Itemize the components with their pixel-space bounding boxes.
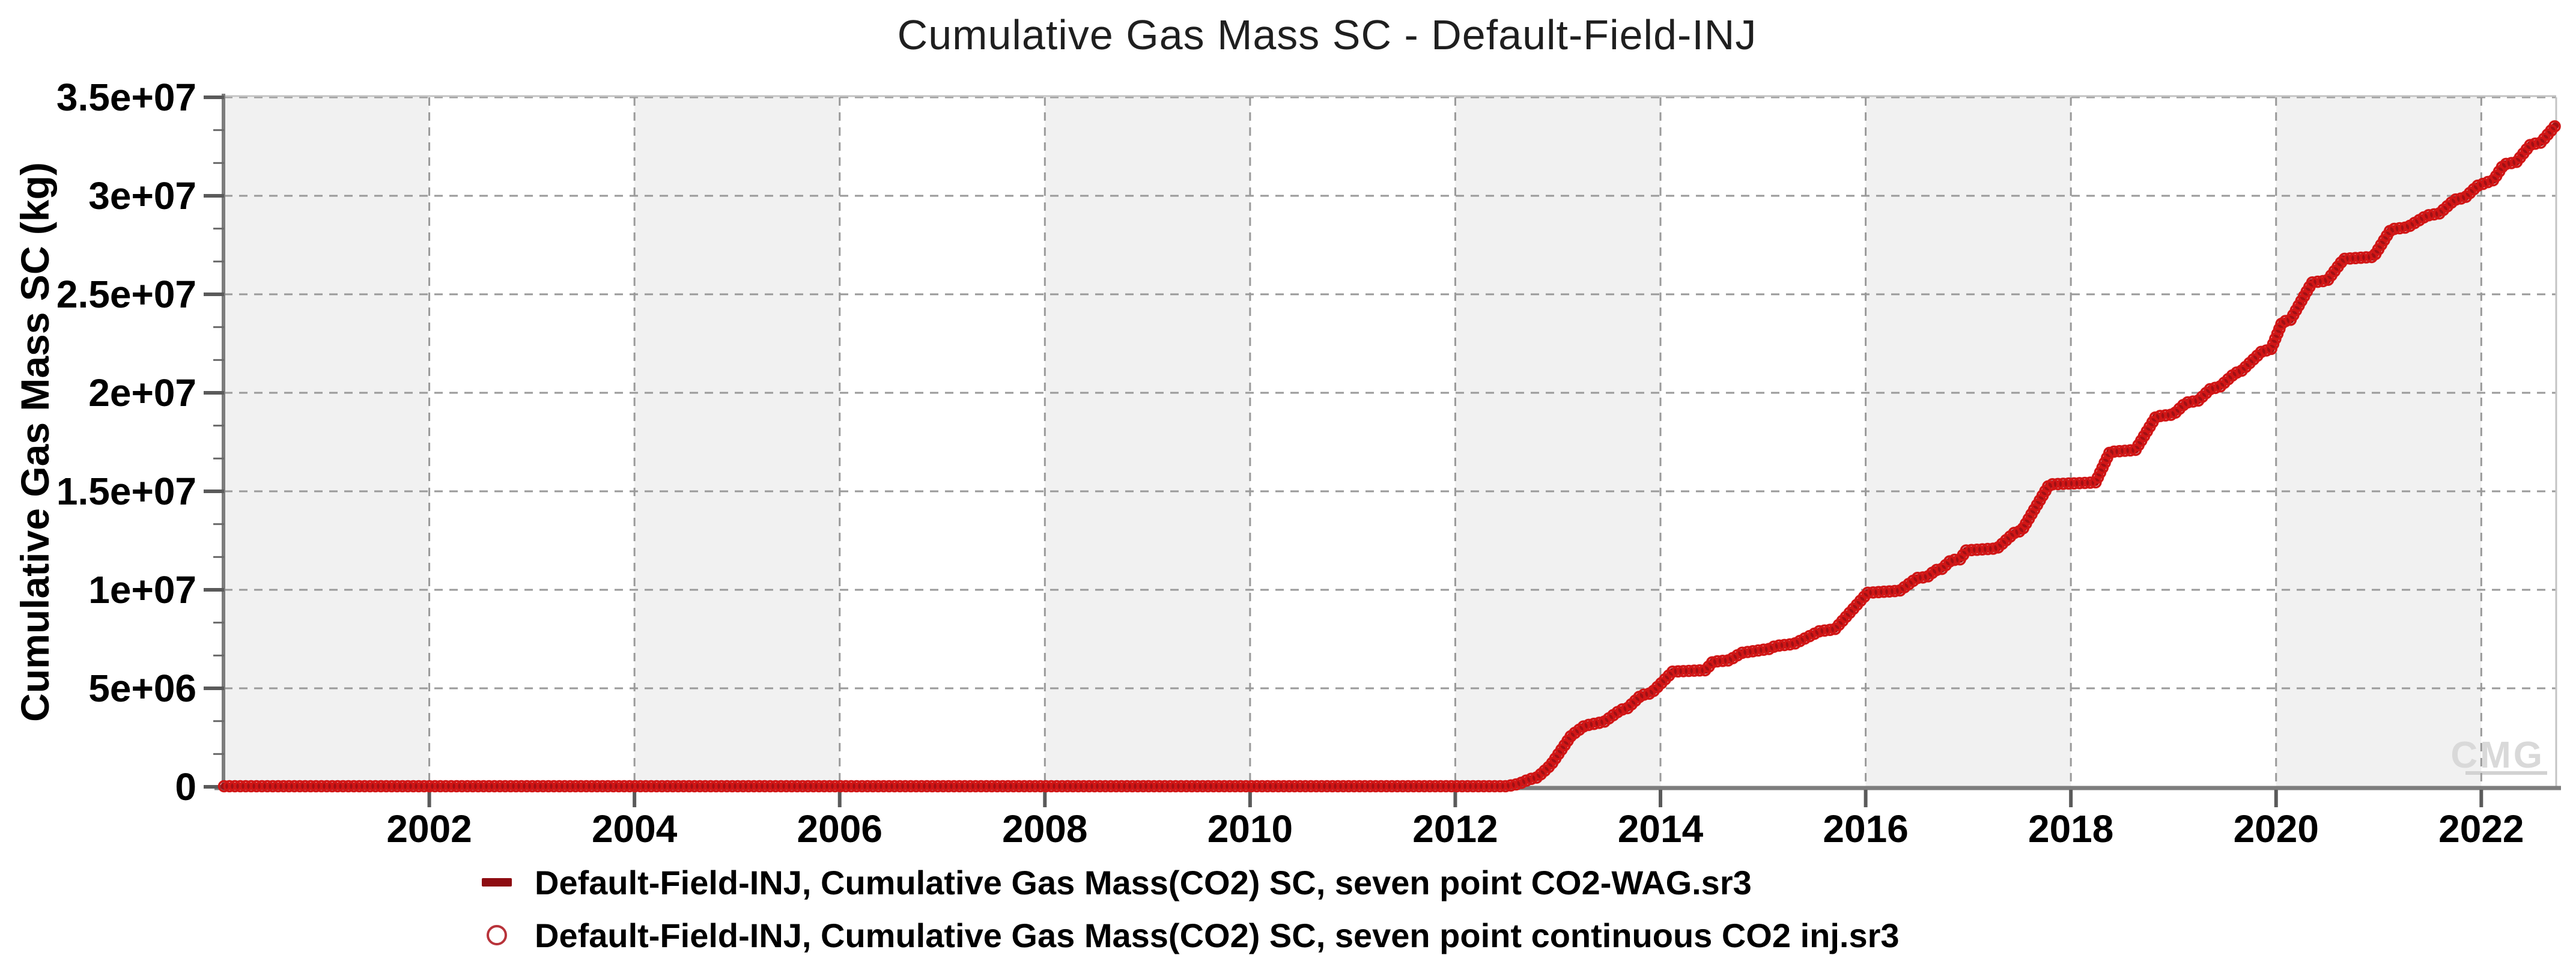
cmg-watermark: CMG: [2450, 735, 2545, 776]
data-series: [217, 120, 2561, 793]
x-tick-label: 2006: [797, 807, 882, 850]
x-tick-label: 2008: [1002, 807, 1087, 850]
background-band: [224, 97, 430, 787]
y-tick-label: 1.5e+07: [56, 470, 196, 513]
y-axis-title: Cumulative Gas Mass SC (kg): [13, 162, 57, 722]
x-tick-label: 2018: [2028, 807, 2113, 850]
chart-title: Cumulative Gas Mass SC - Default-Field-I…: [897, 11, 1757, 58]
legend-item-wag[interactable]: Default-Field-INJ, Cumulative Gas Mass(C…: [463, 860, 1900, 905]
cmg-watermark-underline: [2465, 771, 2547, 775]
y-tick-label: 2.5e+07: [56, 273, 196, 316]
x-tick-label: 2014: [1618, 807, 1704, 850]
series-markers-continuous-co2[interactable]: [217, 120, 2561, 793]
x-tick-label: 2004: [592, 807, 678, 850]
x-tick-label: 2002: [386, 807, 472, 850]
x-tick-label: 2020: [2234, 807, 2319, 850]
background-band: [634, 97, 840, 787]
plot-background-bands: [224, 97, 2556, 787]
legend-label: Default-Field-INJ, Cumulative Gas Mass(C…: [535, 916, 1900, 954]
y-tick-label: 3.5e+07: [56, 76, 196, 119]
background-band: [1045, 97, 1250, 787]
legend-item-continuous[interactable]: Default-Field-INJ, Cumulative Gas Mass(C…: [463, 913, 1900, 957]
legend-label: Default-Field-INJ, Cumulative Gas Mass(C…: [535, 863, 1752, 902]
gridlines: [224, 96, 2556, 787]
y-tick-label: 0: [175, 765, 196, 808]
y-tick-label: 3e+07: [88, 174, 196, 217]
background-band: [1455, 97, 1661, 787]
legend-dash-marker-icon: [463, 878, 529, 887]
x-tick-label: 2016: [1823, 807, 1908, 850]
tick-labels: 0 5e+06 1e+07 1.5e+07 2e+07 2.5e+07 3e+07 3.5e+…: [56, 76, 2524, 850]
y-tick-label: 5e+06: [88, 667, 196, 710]
legend: Default-Field-INJ, Cumulative Gas Mass(C…: [463, 860, 1900, 957]
y-tick-label: 1e+07: [88, 568, 196, 611]
x-tick-label: 2022: [2438, 807, 2524, 850]
y-tick-label: 2e+07: [88, 371, 196, 414]
x-tick-label: 2010: [1208, 807, 1293, 850]
legend-circle-marker-icon: [463, 925, 529, 945]
background-band: [1865, 97, 2071, 787]
x-tick-label: 2012: [1412, 807, 1498, 850]
